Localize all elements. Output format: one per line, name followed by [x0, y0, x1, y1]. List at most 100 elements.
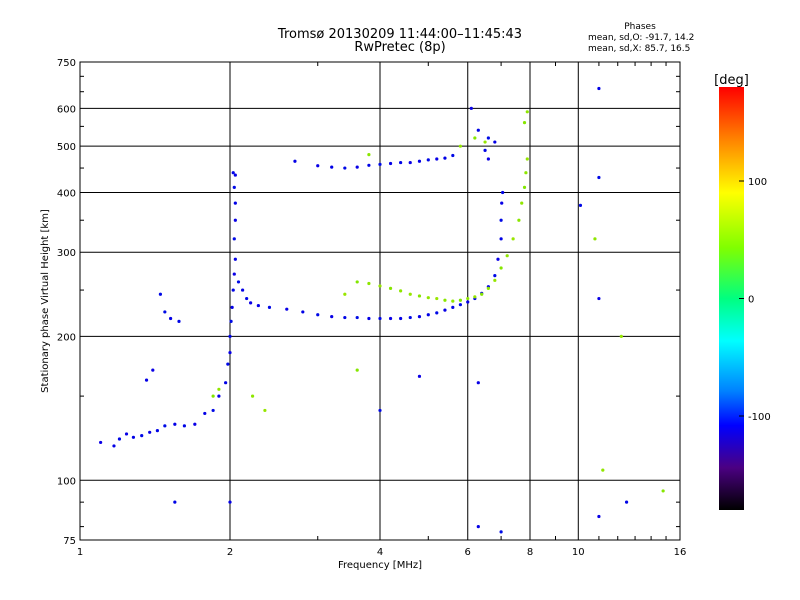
- point-x: [426, 296, 430, 300]
- point-x: [451, 299, 455, 303]
- point-o: [499, 237, 503, 241]
- point-o: [388, 161, 393, 166]
- y-tick-label: 500: [57, 142, 76, 153]
- point-o: [99, 440, 103, 445]
- point-o: [316, 313, 320, 317]
- point-x: [443, 298, 447, 302]
- point-o: [231, 171, 235, 175]
- point-o: [476, 381, 480, 385]
- point-x: [399, 289, 403, 293]
- point-o: [500, 201, 504, 205]
- point-o: [597, 514, 601, 519]
- x-tick-label: 16: [674, 547, 687, 558]
- point-x: [458, 144, 463, 148]
- point-x: [524, 171, 528, 175]
- colorbar-tick-label: 0: [748, 295, 754, 306]
- point-x: [367, 281, 371, 286]
- y-tick-label: 75: [63, 536, 76, 547]
- point-o: [124, 432, 129, 436]
- point-o: [458, 303, 463, 307]
- point-o: [426, 313, 430, 317]
- point-o: [285, 307, 289, 311]
- point-o: [249, 301, 253, 305]
- point-o: [245, 296, 249, 301]
- point-x: [505, 254, 509, 258]
- point-x: [661, 489, 665, 493]
- point-o: [217, 394, 221, 398]
- point-o: [226, 362, 230, 366]
- point-o: [140, 434, 144, 438]
- point-x: [480, 292, 484, 296]
- point-x: [511, 237, 515, 241]
- point-o: [408, 315, 412, 320]
- point-o: [597, 175, 601, 180]
- plot-frame: [79, 61, 681, 541]
- x-axis-label: Frequency [MHz]: [338, 560, 422, 571]
- point-o: [151, 368, 155, 372]
- point-o: [388, 316, 393, 321]
- y-axis-label: Stationary phase Virtual Height [km]: [40, 209, 51, 393]
- point-o: [486, 136, 490, 140]
- point-x: [417, 294, 422, 298]
- point-o: [501, 190, 505, 195]
- colorbar-tick-label: -100: [748, 412, 771, 423]
- data-points: [99, 86, 665, 534]
- legend-line-o: mean, sd,O: -91.7, 14.2: [588, 33, 695, 43]
- point-x: [619, 334, 623, 338]
- point-o: [163, 310, 167, 314]
- point-o: [435, 157, 439, 161]
- point-o: [378, 408, 382, 413]
- legend-stats: mean, sd,O: -91.7, 14.2 mean, sd,X: 85.7…: [588, 33, 694, 55]
- point-o: [233, 218, 237, 222]
- point-o: [158, 292, 163, 296]
- point-x: [355, 368, 359, 372]
- y-tick-label: 200: [57, 332, 76, 343]
- point-o: [230, 305, 234, 309]
- point-o: [232, 237, 236, 241]
- point-o: [117, 437, 122, 441]
- point-o: [355, 315, 359, 320]
- point-o: [112, 444, 116, 448]
- point-o: [493, 140, 497, 144]
- point-x: [493, 278, 497, 282]
- point-o: [203, 411, 207, 416]
- point-o: [148, 430, 152, 434]
- point-x: [408, 292, 412, 296]
- x-tick-label: 8: [527, 547, 533, 558]
- y-tick-label: 400: [57, 188, 76, 199]
- point-o: [443, 308, 447, 312]
- point-o: [224, 381, 228, 385]
- point-o: [597, 296, 601, 301]
- point-o: [131, 435, 136, 439]
- point-o: [496, 257, 500, 261]
- point-o: [451, 305, 455, 309]
- point-x: [211, 394, 215, 398]
- chart-title: Tromsø 20130209 11:44:00–11:45:43: [277, 27, 523, 42]
- point-x: [367, 153, 371, 157]
- point-o: [483, 148, 487, 152]
- point-o: [301, 310, 305, 314]
- point-o: [241, 288, 245, 292]
- legend-line-x: mean, sd,X: 85.7, 16.5: [588, 44, 691, 54]
- point-o: [173, 422, 177, 426]
- point-o: [399, 316, 403, 321]
- point-o: [443, 156, 447, 160]
- point-o: [316, 164, 320, 168]
- point-o: [330, 165, 334, 169]
- y-tick-label: 300: [57, 248, 76, 259]
- point-o: [417, 159, 422, 163]
- point-o: [476, 128, 480, 132]
- point-o: [378, 162, 382, 166]
- point-o: [173, 500, 177, 504]
- point-o: [293, 159, 297, 163]
- legend-header: Phases: [624, 22, 656, 32]
- point-x: [388, 286, 393, 291]
- point-o: [155, 429, 160, 433]
- point-x: [378, 284, 382, 288]
- point-x: [217, 387, 221, 391]
- chart-subtitle: RwPretec (8p): [354, 40, 446, 55]
- point-o: [499, 218, 503, 222]
- y-tick-label: 600: [57, 104, 76, 115]
- y-tick-label: 750: [57, 58, 76, 69]
- point-o: [624, 500, 629, 504]
